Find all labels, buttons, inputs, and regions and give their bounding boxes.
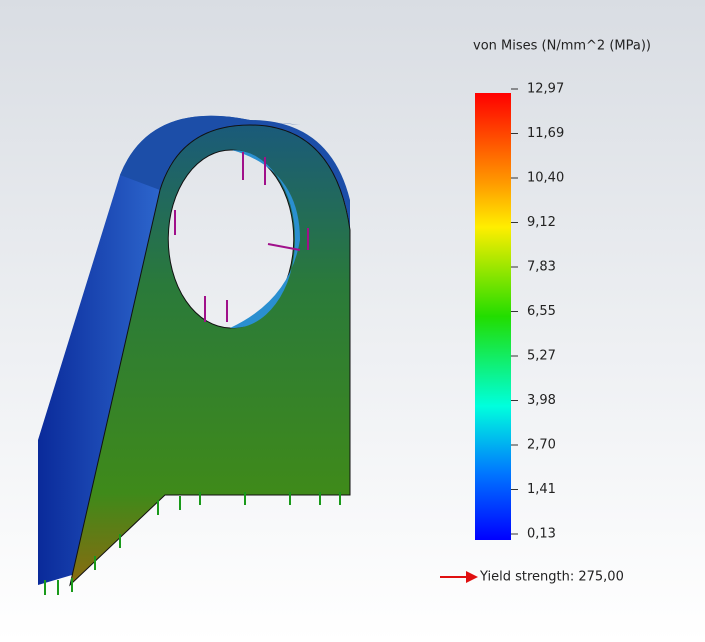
legend-label: 9,12 bbox=[527, 215, 556, 230]
viewport: von Mises (N/mm^2 (MPa)) 12,97 11,69 10,40… bbox=[0, 0, 705, 642]
part bbox=[38, 116, 350, 595]
legend-label: 12,97 bbox=[527, 82, 564, 97]
legend-label: 10,40 bbox=[527, 171, 564, 186]
legend-label: 2,70 bbox=[527, 438, 556, 453]
legend-label: 5,27 bbox=[527, 349, 556, 364]
legend-label: 6,55 bbox=[527, 304, 556, 319]
color-bar bbox=[475, 93, 511, 540]
screenshot: von Mises (N/mm^2 (MPa)) 12,97 11,69 10,40… bbox=[0, 0, 705, 642]
legend-label: 3,98 bbox=[527, 393, 556, 408]
legend-scale: 12,97 11,69 10,40 9,12 7,83 6,55 5,27 3,98 2,70 1… bbox=[511, 82, 564, 542]
yield-arrow-head bbox=[466, 571, 478, 583]
legend-title: von Mises (N/mm^2 (MPa)) bbox=[473, 39, 651, 54]
legend-label: 7,83 bbox=[527, 260, 556, 275]
yield-label: Yield strength: 275,00 bbox=[479, 570, 624, 585]
legend-label: 0,13 bbox=[527, 527, 556, 542]
legend-label: 1,41 bbox=[527, 482, 556, 497]
legend-label: 11,69 bbox=[527, 126, 564, 141]
